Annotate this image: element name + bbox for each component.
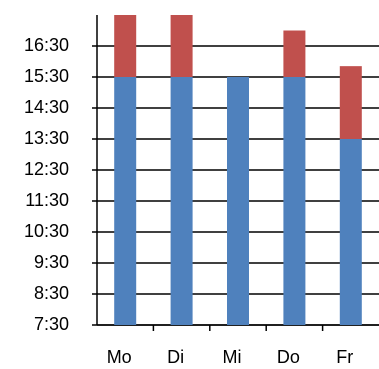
y-tick-label: 11:30 bbox=[25, 190, 69, 210]
y-tick-label: 10:30 bbox=[24, 221, 69, 241]
bar-segment bbox=[170, 15, 193, 77]
x-tick-label: Mo bbox=[107, 347, 132, 367]
y-tick-label: 8:30 bbox=[34, 283, 69, 303]
bar-segment bbox=[339, 139, 362, 325]
bar-segment bbox=[339, 66, 362, 139]
x-tick-label: Di bbox=[167, 347, 184, 367]
bar-segment bbox=[114, 15, 137, 77]
y-tick-label: 16:30 bbox=[24, 35, 69, 55]
bar-segment bbox=[170, 77, 193, 325]
bar-segment bbox=[227, 77, 249, 325]
y-tick-label: 15:30 bbox=[24, 66, 69, 86]
x-tick-label: Mi bbox=[223, 347, 242, 367]
bar-segment bbox=[283, 30, 306, 77]
y-tick-label: 7:30 bbox=[34, 314, 69, 334]
x-tick-label: Fr bbox=[336, 347, 353, 367]
bar-segment bbox=[283, 77, 306, 325]
y-tick-label: 9:30 bbox=[34, 252, 69, 272]
bar-segment bbox=[114, 77, 137, 325]
x-tick-label: Do bbox=[277, 347, 300, 367]
y-tick-label: 14:30 bbox=[24, 97, 69, 117]
y-tick-label: 12:30 bbox=[24, 159, 69, 179]
y-tick-label: 13:30 bbox=[24, 128, 69, 148]
